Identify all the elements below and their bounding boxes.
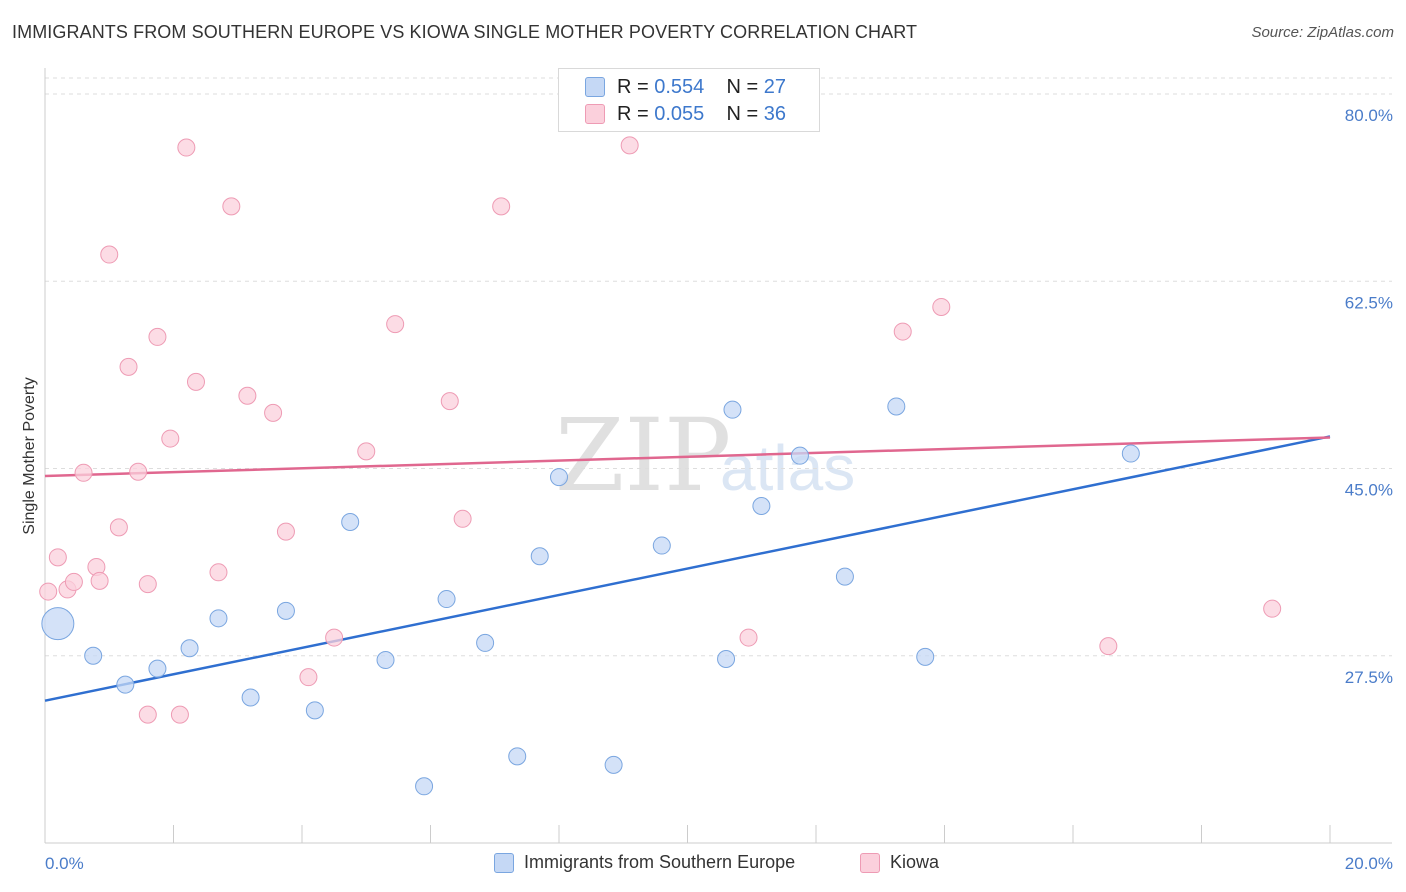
point-immigrants (1121, 444, 1140, 463)
legend-item-immigrants: Immigrants from Southern Europe (494, 852, 795, 873)
point-immigrants (180, 639, 199, 658)
point-immigrants (835, 567, 854, 586)
point-kiowa (129, 462, 148, 481)
x-tick-label: 20.0% (1345, 854, 1393, 873)
point-kiowa (276, 522, 295, 541)
legend-r-value: 0.554 (654, 75, 705, 98)
regression-line-immigrants (44, 435, 1331, 702)
point-immigrants (723, 400, 742, 419)
point-kiowa (238, 386, 257, 405)
legend-label: Kiowa (890, 852, 940, 872)
point-immigrants (652, 536, 671, 555)
point-kiowa (620, 136, 639, 155)
point-kiowa (209, 563, 228, 582)
point-kiowa (177, 138, 196, 157)
grid-lines (45, 77, 1392, 657)
y-tick-label: 45.0% (1345, 481, 1393, 500)
point-kiowa (90, 571, 109, 590)
point-kiowa (264, 403, 283, 422)
point-immigrants (604, 755, 623, 774)
point-kiowa (386, 315, 405, 334)
point-kiowa (161, 429, 180, 448)
point-kiowa (100, 245, 119, 264)
point-immigrants (116, 675, 135, 694)
tick-labels: 27.5% 45.0% 62.5% 80.0% 0.0% 20.0% (45, 106, 1393, 873)
point-immigrants (508, 747, 527, 766)
point-immigrants (209, 609, 228, 628)
legend-n-value: 36 (763, 102, 787, 125)
point-kiowa (1263, 599, 1282, 618)
point-immigrants (415, 777, 434, 796)
legend-n-value: 27 (763, 75, 787, 98)
point-kiowa (299, 668, 318, 687)
watermark-atlas: atlas (720, 432, 855, 504)
point-kiowa (186, 372, 205, 391)
point-kiowa (170, 705, 189, 724)
legend-swatch-blue (494, 852, 514, 873)
chart-title: IMMIGRANTS FROM SOUTHERN EUROPE VS KIOWA… (12, 22, 918, 42)
point-immigrants (241, 688, 260, 707)
source-credit: Source: ZipAtlas.com (1251, 24, 1394, 41)
point-kiowa (893, 322, 912, 341)
regression-line-kiowa (44, 436, 1331, 478)
point-immigrants (790, 446, 809, 465)
point-kiowa (357, 442, 376, 461)
regression-lines (44, 435, 1331, 702)
point-kiowa (138, 575, 157, 594)
point-immigrants (148, 659, 167, 678)
legend-swatch-pink (860, 852, 880, 873)
legend-n-label: N = (726, 75, 759, 98)
legend-r-value: 0.055 (654, 102, 705, 125)
point-kiowa (64, 572, 83, 591)
data-points (39, 136, 1282, 796)
point-immigrants (376, 651, 395, 670)
point-kiowa (119, 357, 138, 376)
point-immigrants (341, 513, 360, 532)
point-immigrants (84, 646, 103, 665)
point-immigrants (530, 547, 549, 566)
point-immigrants (41, 607, 75, 641)
point-immigrants (305, 701, 324, 720)
y-tick-label: 62.5% (1345, 293, 1393, 312)
point-immigrants (550, 468, 568, 487)
point-kiowa (739, 628, 758, 647)
legend-r-label: R = (617, 75, 649, 98)
point-kiowa (138, 705, 157, 724)
point-kiowa (932, 297, 951, 316)
legend-swatch-blue (585, 77, 605, 97)
x-tick-label: 0.0% (45, 854, 84, 873)
legend-swatch-pink (585, 104, 605, 124)
point-kiowa (48, 548, 67, 567)
point-kiowa (325, 628, 344, 647)
point-immigrants (476, 633, 495, 652)
point-kiowa (440, 392, 459, 411)
point-immigrants (276, 601, 295, 620)
point-kiowa (453, 509, 472, 528)
legend-row-kiowa: R = 0.055 N = 36 (585, 102, 787, 126)
legend-item-kiowa: Kiowa (860, 852, 939, 873)
series-legend: Immigrants from Southern Europe Kiowa (0, 852, 1406, 876)
point-immigrants (916, 647, 935, 666)
point-immigrants (752, 496, 771, 515)
legend-n-label: N = (726, 102, 759, 125)
y-tick-label: 80.0% (1345, 106, 1393, 125)
point-kiowa (222, 197, 241, 216)
legend-label: Immigrants from Southern Europe (524, 852, 796, 872)
point-kiowa (492, 197, 511, 216)
legend-r-label: R = (617, 102, 649, 125)
point-immigrants (437, 590, 456, 609)
point-kiowa (109, 518, 128, 537)
correlation-legend: R = 0.554 N = 27 R = 0.055 N = 36 (558, 68, 820, 132)
legend-row-immigrants: R = 0.554 N = 27 (585, 75, 787, 99)
point-immigrants (717, 649, 736, 668)
point-immigrants (887, 397, 906, 416)
y-tick-label: 27.5% (1345, 668, 1393, 687)
point-kiowa (1099, 637, 1118, 656)
axes (44, 68, 1392, 844)
y-axis-label: Single Mother Poverty (21, 377, 38, 534)
point-kiowa (148, 327, 167, 346)
point-kiowa (74, 463, 93, 482)
point-kiowa (39, 582, 58, 601)
